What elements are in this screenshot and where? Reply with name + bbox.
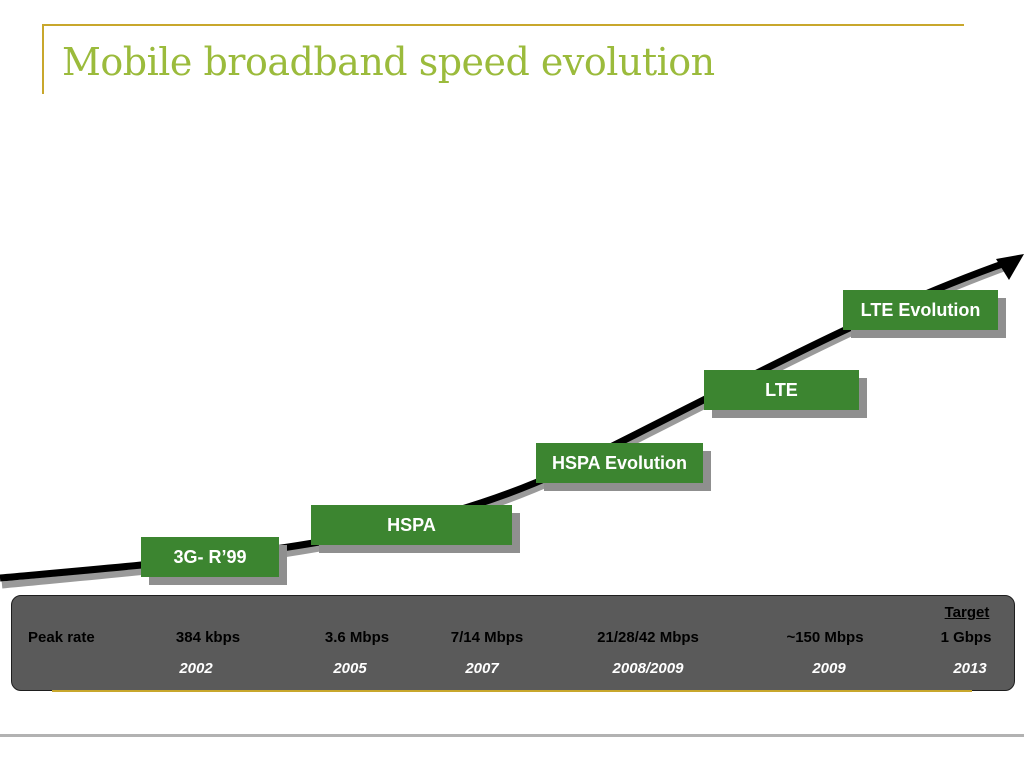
year-value: 2002 (179, 660, 213, 677)
peak-rate-panel (11, 595, 1015, 691)
footer-rule (0, 734, 1024, 737)
year-value: 2005 (333, 660, 367, 677)
year-value: 2013 (953, 660, 987, 677)
year-value: 2009 (812, 660, 846, 677)
rate-value: 21/28/42 Mbps (597, 629, 699, 646)
stage-lte: LTE (704, 370, 859, 410)
slide-title: Mobile broadband speed evolution (62, 40, 715, 84)
stage-lte-evolution: LTE Evolution (843, 290, 998, 330)
arrow-head-icon (996, 254, 1024, 280)
title-top-rule (42, 24, 964, 26)
panel-accent-rule (52, 690, 972, 692)
peak-rate-label: Peak rate (28, 629, 95, 646)
rate-value: 7/14 Mbps (450, 629, 524, 646)
year-value: 2008/2009 (612, 660, 684, 677)
stage-hspa-evolution: HSPA Evolution (536, 443, 703, 483)
stage-3g-r99: 3G- R’99 (141, 537, 279, 577)
rate-value: ~150 Mbps (786, 629, 864, 646)
year-value: 2007 (465, 660, 499, 677)
rate-value: 3.6 Mbps (324, 629, 390, 646)
rate-value: 384 kbps (175, 629, 241, 646)
rate-value: 1 Gbps (940, 629, 992, 646)
title-left-rule (42, 24, 44, 94)
target-label: Target (944, 604, 990, 621)
stage-hspa: HSPA (311, 505, 512, 545)
